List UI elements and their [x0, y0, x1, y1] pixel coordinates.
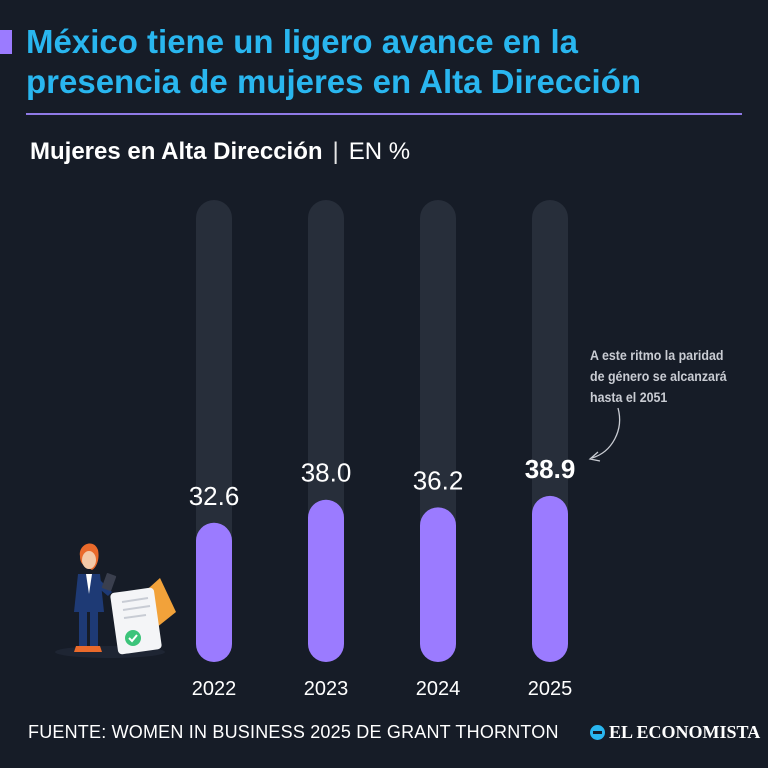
- subtitle-unit: EN %: [348, 138, 411, 165]
- annotation-text: A este ritmo la paridad de género se alc…: [590, 348, 727, 405]
- category-label-2023: 2023: [304, 678, 349, 700]
- subtitle-separator: |: [332, 138, 339, 165]
- chart-title: México tiene un ligero avance en la pres…: [26, 22, 756, 102]
- title-line-2: presencia de mujeres en Alta Dirección: [26, 63, 642, 100]
- chart-subtitle: Mujeres en Alta Dirección | EN %: [30, 137, 410, 167]
- source-note: FUENTE: WOMEN IN BUSINESS 2025 DE GRANT …: [28, 722, 559, 742]
- annotation-arrowhead: [588, 451, 601, 462]
- annotation-arrow: [591, 407, 621, 459]
- bar-2023: [308, 499, 344, 662]
- title-line-1: México tiene un ligero avance en la: [26, 23, 579, 60]
- brand-name: EL ECONOMISTA: [609, 722, 761, 742]
- bar-2024: [420, 507, 456, 662]
- title-divider: [26, 113, 742, 115]
- category-label-2025: 2025: [528, 678, 573, 700]
- value-label-2023: 38.0: [301, 458, 352, 488]
- value-label-2025: 38.9: [525, 454, 576, 484]
- value-label-2022: 32.6: [189, 481, 240, 511]
- subtitle-main: Mujeres en Alta Dirección: [30, 138, 323, 165]
- brand-logo: EL ECONOMISTA: [590, 722, 760, 743]
- category-label-2024: 2024: [416, 678, 461, 700]
- accent-bar: [0, 30, 12, 54]
- value-label-2024: 36.2: [413, 465, 464, 495]
- document-check-icon: [110, 578, 176, 655]
- category-label-2022: 2022: [192, 678, 237, 700]
- bar-2025: [532, 495, 568, 662]
- logo-icon: [590, 725, 605, 740]
- bars-layer: 32.6 2022 38.0 2023 36.2 2024 38.9 2025: [189, 200, 576, 700]
- bar-2022: [196, 522, 232, 662]
